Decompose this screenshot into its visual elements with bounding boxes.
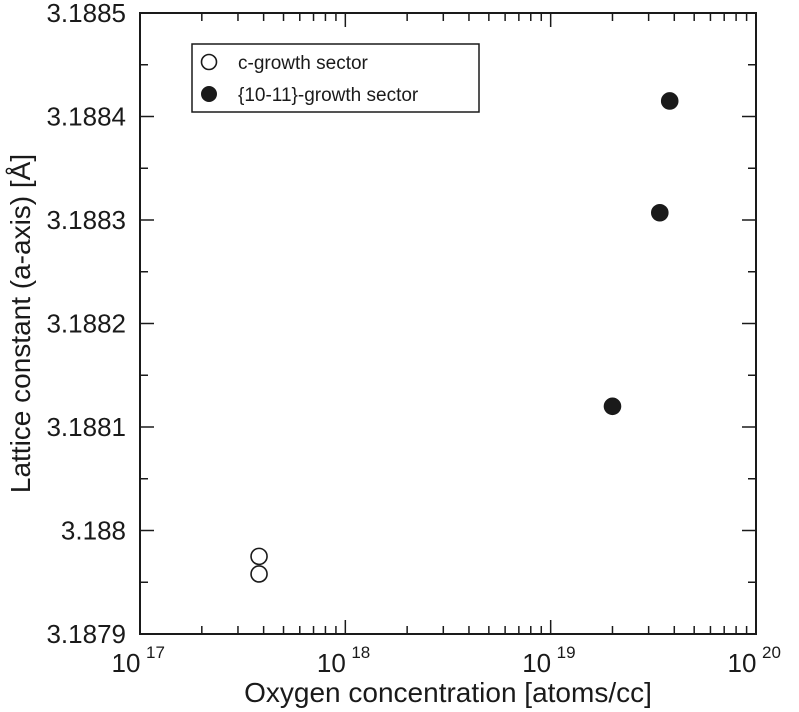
x-tick-labels: 10 17 10 18 10 19 10 20 (112, 643, 781, 678)
x-tick-exponent: 19 (557, 643, 576, 662)
axis-ticks (139, 12, 757, 635)
legend-box (191, 43, 480, 113)
x-tick-label: 10 (728, 648, 757, 678)
y-tick-label: 3.1881 (46, 412, 126, 442)
point-c-growth (250, 565, 268, 583)
legend-label-c-growth: c-growth sector (238, 53, 369, 74)
legend: c-growth sector {10-11}-growth sector (191, 43, 480, 113)
y-tick-label: 3.188 (61, 516, 126, 546)
legend-marker-filled-circle (201, 86, 217, 102)
x-axis-title: Oxygen concentration [atoms/cc] (244, 677, 652, 708)
point-c-growth (250, 547, 268, 566)
x-tick-exponent: 20 (762, 643, 781, 662)
data-points (250, 92, 679, 583)
x-tick-exponent: 18 (351, 643, 370, 662)
point-10-11-growth (660, 92, 679, 110)
x-tick-label: 10 (112, 648, 141, 678)
x-tick-label: 10 (522, 648, 551, 678)
y-tick-label: 3.1882 (46, 309, 126, 339)
legend-marker-open-circle (200, 53, 218, 71)
legend-label-10-11-growth: {10-11}-growth sector (238, 85, 419, 106)
point-10-11-growth (650, 203, 669, 222)
x-tick-exponent: 17 (146, 643, 165, 662)
y-tick-label: 3.1885 (46, 0, 126, 28)
point-10-11-growth (603, 397, 622, 416)
x-tick-label: 10 (317, 648, 346, 678)
y-tick-labels: 3.1879 3.188 3.1881 3.1882 3.1883 3.1884 3.188… (46, 0, 126, 649)
y-tick-label: 3.1883 (46, 205, 126, 235)
y-axis-title: Lattice constant (a-axis) [Å] (5, 154, 36, 493)
y-tick-label: 3.1884 (46, 102, 126, 132)
y-tick-label: 3.1879 (46, 619, 126, 649)
